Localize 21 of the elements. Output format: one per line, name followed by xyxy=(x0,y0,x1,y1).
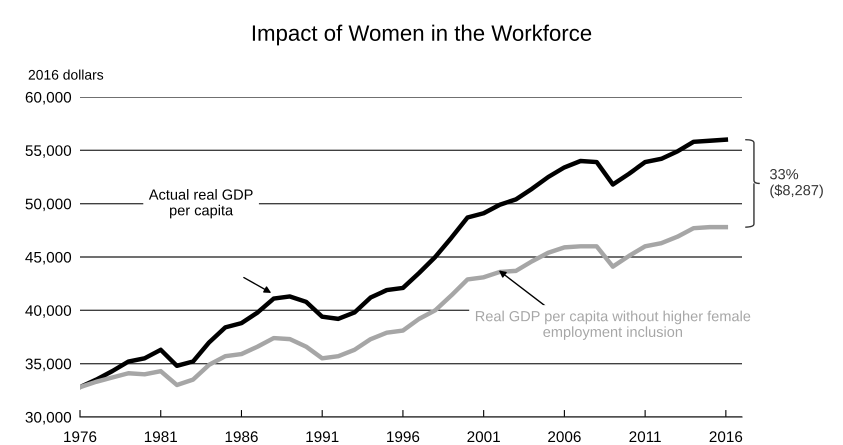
x-tick-label: 2016 xyxy=(710,431,742,442)
x-tick-label: 2011 xyxy=(629,431,661,442)
y-tick-label: 45,000 xyxy=(25,252,72,264)
text: Actual real GDP per capita xyxy=(148,189,253,218)
x-tick-label: 1981 xyxy=(144,431,177,442)
y-tick-label: 40,000 xyxy=(25,305,72,318)
y-tick-label: 60,000 xyxy=(26,92,72,104)
y-tick-label: 50,000 xyxy=(26,198,72,212)
chart-title: Impact of Women in the Workforce xyxy=(252,24,592,46)
x-tick-label: 1996 xyxy=(387,431,420,442)
x-tick-label: 1991 xyxy=(306,431,338,442)
series-label: Real GDP per capita without higher female employment inclusion xyxy=(476,310,750,340)
x-tick-label: 2006 xyxy=(548,431,581,442)
y-tick-label: 35,000 xyxy=(26,358,72,372)
y-axis-title: 2016 dollars xyxy=(28,70,104,80)
y-tick-label: 55,000 xyxy=(26,145,72,158)
text: 33% ($8,287) xyxy=(770,169,823,198)
x-tick-label: 1976 xyxy=(64,431,96,442)
y-tick-label: 30,000 xyxy=(26,412,72,424)
x-tick-label: 1986 xyxy=(226,431,258,442)
x-tick-label: 2001 xyxy=(467,431,500,442)
